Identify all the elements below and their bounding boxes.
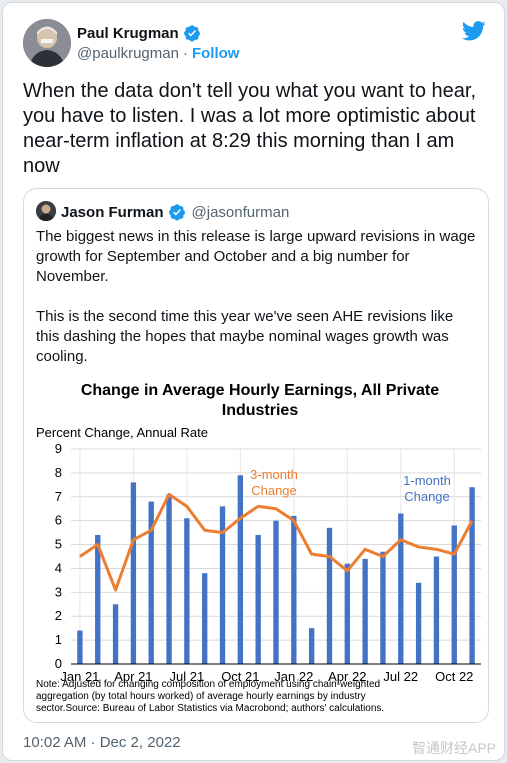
- quoted-tweet[interactable]: Jason Furman @jasonfurman The biggest ne…: [23, 188, 489, 723]
- bar: [219, 506, 226, 664]
- chart-image[interactable]: Change in Average Hourly Earnings, All P…: [34, 377, 487, 722]
- quoted-tweet-text: The biggest news in this release is larg…: [36, 227, 476, 387]
- quoted-paragraph: The biggest news in this release is larg…: [36, 228, 476, 285]
- x-tick-label: Oct 21: [221, 669, 259, 684]
- quoted-author-name[interactable]: Jason Furman @jasonfurman: [61, 203, 290, 221]
- x-tick-label: Jul 21: [170, 669, 205, 684]
- bar: [398, 513, 404, 664]
- bar: [237, 475, 244, 664]
- chart-note: sector.Source: Bureau of Labor Statistic…: [36, 703, 384, 714]
- x-tick-label: Jan 21: [60, 669, 99, 684]
- chart-note: Note: Adjusted for changing composition …: [36, 679, 380, 690]
- series-line-3-month: [79, 492, 474, 592]
- y-tick-label: 9: [55, 441, 62, 456]
- follow-button[interactable]: Follow: [191, 45, 240, 62]
- bar: [166, 494, 172, 664]
- bar: [95, 535, 101, 664]
- earnings-chart: Change in Average Hourly Earnings, All P…: [36, 382, 481, 714]
- bar: [362, 558, 368, 664]
- author-handle-row: @paulkrugman · Follow: [77, 45, 239, 62]
- bar: [273, 520, 279, 664]
- y-tick-label: 3: [55, 584, 62, 599]
- x-tick-label: Jul 22: [383, 669, 418, 684]
- bar: [380, 551, 386, 664]
- bar: [326, 527, 333, 664]
- tweet-timestamp[interactable]: 10:02 AM · Dec 2, 2022: [23, 734, 181, 751]
- bar: [112, 604, 119, 664]
- x-tick-label: Jan 22: [274, 669, 313, 684]
- quoted-paragraph: This is the second time this year we've …: [36, 308, 454, 365]
- bar: [291, 515, 297, 664]
- separator-dot: ·: [182, 45, 188, 62]
- series-label-1-month: Change: [404, 489, 450, 504]
- chart-title: Change in Average Hourly Earnings, All P…: [81, 382, 439, 399]
- x-tick-label: Apr 22: [328, 669, 366, 684]
- series-label-3-month: Change: [251, 483, 297, 498]
- series-label-3-month: 3-month: [250, 467, 298, 482]
- y-axis-label: Percent Change, Annual Rate: [36, 425, 208, 440]
- author-handle[interactable]: @paulkrugman: [77, 45, 179, 62]
- twitter-bird-icon[interactable]: [462, 21, 486, 41]
- bar: [451, 525, 457, 664]
- bar: [184, 518, 190, 664]
- y-tick-label: 4: [55, 560, 62, 575]
- tweet-text: When the data don't tell you what you wa…: [23, 80, 476, 177]
- author-avatar[interactable]: [23, 19, 71, 67]
- bar: [77, 630, 83, 664]
- bar: [308, 628, 315, 664]
- y-tick-label: 1: [55, 632, 62, 647]
- bar: [255, 535, 261, 664]
- y-tick-label: 5: [55, 537, 62, 552]
- bar: [202, 573, 208, 664]
- y-tick-label: 8: [55, 465, 62, 480]
- x-tick-label: Oct 22: [435, 669, 473, 684]
- bar: [469, 487, 475, 664]
- bar: [433, 556, 440, 664]
- x-tick-label: Apr 21: [114, 669, 152, 684]
- bar: [415, 582, 422, 664]
- bar: [148, 501, 154, 664]
- chart-note: aggregation (by total hours worked) of a…: [36, 691, 366, 702]
- quoted-author-handle: @jasonfurman: [191, 203, 290, 221]
- y-tick-label: 7: [55, 489, 62, 504]
- verified-badge-icon: [183, 25, 200, 42]
- y-tick-label: 2: [55, 608, 62, 623]
- series-label-1-month: 1-month: [403, 473, 451, 488]
- bar: [130, 482, 137, 664]
- chart-title: Industries: [222, 402, 299, 419]
- bar: [344, 563, 350, 664]
- author-name[interactable]: Paul Krugman: [77, 24, 201, 42]
- watermark: 智通财经APP: [411, 740, 496, 756]
- verified-badge-icon: [168, 204, 185, 221]
- y-tick-label: 0: [55, 656, 62, 671]
- quoted-author-avatar[interactable]: [36, 201, 56, 221]
- y-tick-label: 6: [55, 513, 62, 528]
